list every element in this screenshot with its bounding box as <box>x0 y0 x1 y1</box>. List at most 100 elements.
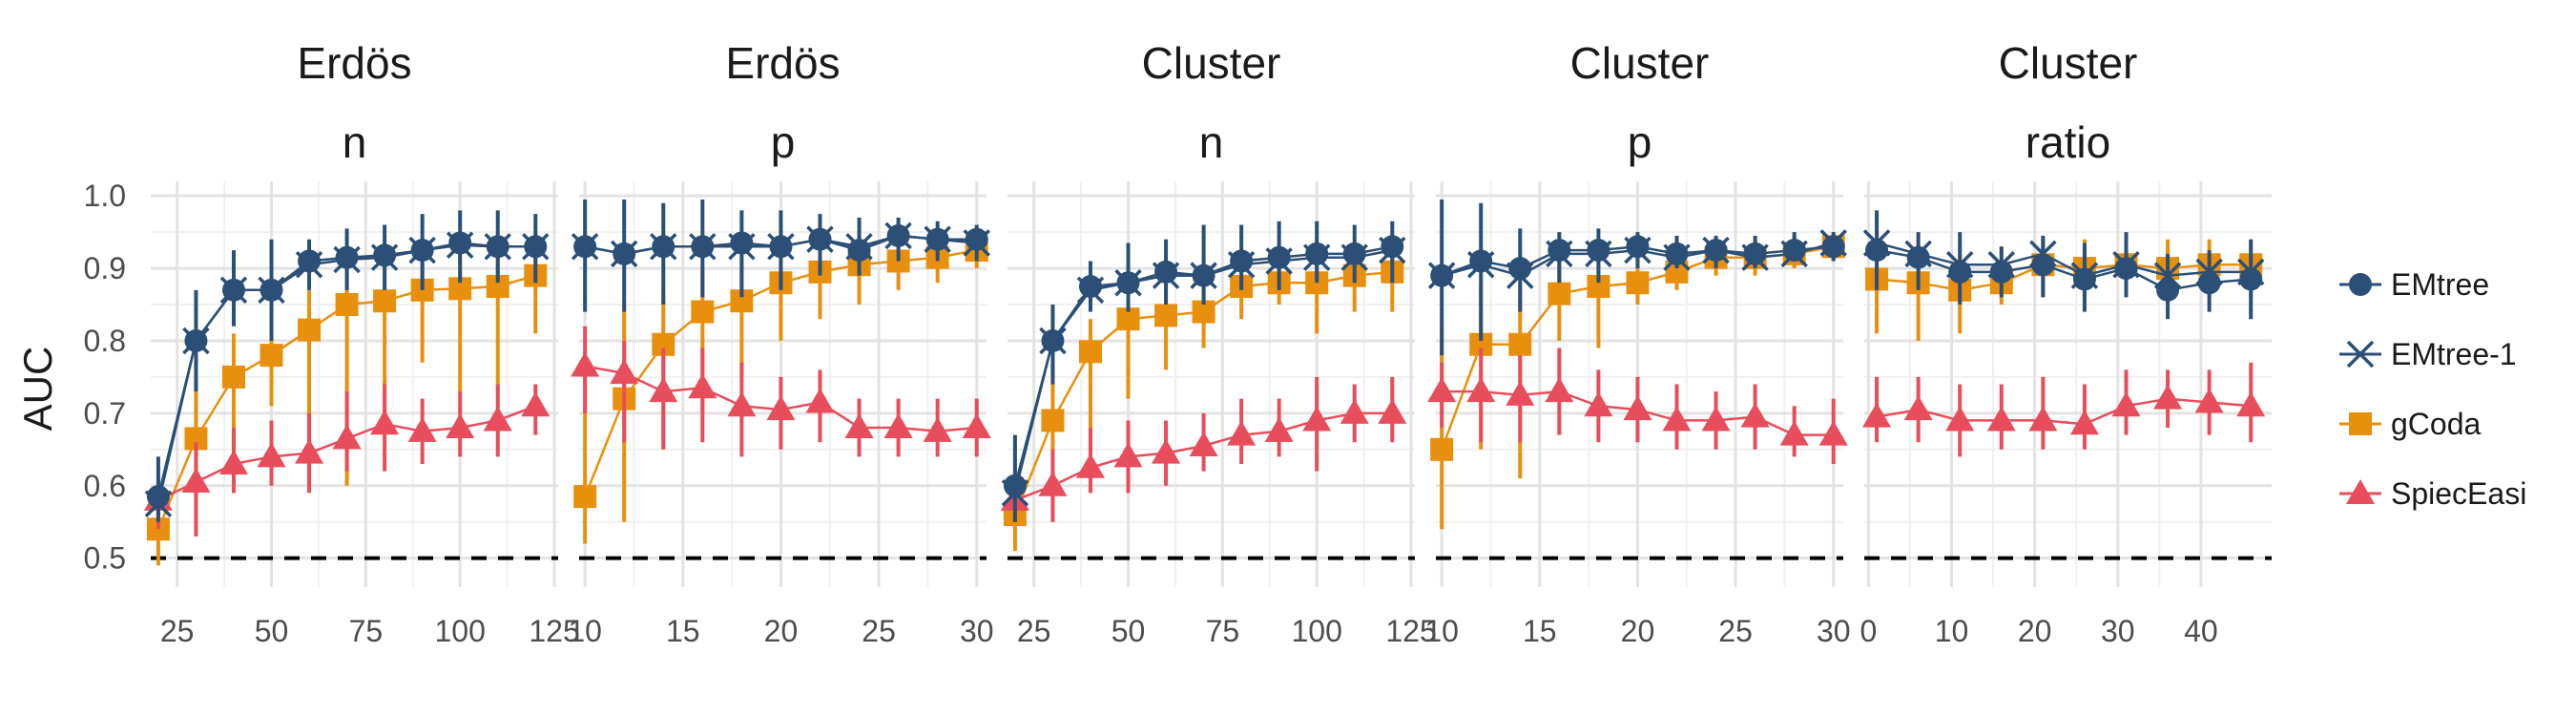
x-tick-label: 25 <box>1718 614 1753 648</box>
x-tick-label: 15 <box>1523 614 1557 648</box>
data-point <box>691 300 715 324</box>
data-point <box>1626 235 1650 259</box>
series-line <box>1876 397 2252 426</box>
y-tick-label: 0.7 <box>84 396 126 431</box>
facet-strip-label: Erdös <box>725 38 840 88</box>
data-point <box>1192 263 1215 287</box>
data-point <box>486 275 509 299</box>
legend-marker <box>2349 273 2372 296</box>
legend-marker <box>2346 479 2375 504</box>
facet-strip-label: Cluster <box>1570 38 1710 88</box>
data-point <box>1154 260 1178 284</box>
data-point <box>965 227 988 251</box>
data-point <box>2111 391 2141 417</box>
data-point <box>184 328 208 352</box>
data-point <box>410 239 434 263</box>
x-tick-label: 10 <box>568 614 602 648</box>
y-tick-label: 0.5 <box>84 541 126 576</box>
x-tick-label: 10 <box>1424 614 1459 648</box>
data-point <box>691 235 715 259</box>
data-point <box>1078 275 1102 299</box>
data-point <box>2156 278 2180 302</box>
x-tick-label: 15 <box>666 614 700 648</box>
data-point <box>260 278 283 302</box>
data-point <box>1430 437 1454 461</box>
data-point <box>146 485 170 509</box>
data-point <box>571 351 600 377</box>
x-tick-label: 30 <box>960 614 994 648</box>
data-point <box>1623 395 1652 421</box>
series-line <box>1876 242 2252 278</box>
x-tick-label: 25 <box>1017 614 1051 648</box>
data-point <box>218 449 248 474</box>
data-point <box>1743 242 1767 265</box>
data-point <box>1113 442 1143 468</box>
data-point <box>1948 260 1972 284</box>
facet-panel: 10 15 20 25 30 Erdös p <box>568 38 993 648</box>
data-point <box>2114 257 2138 281</box>
x-tick-label: 20 <box>1621 614 1655 648</box>
data-point <box>847 239 871 263</box>
data-point <box>649 377 678 403</box>
x-tick-label: 75 <box>1206 614 1240 648</box>
facet-panel: 25 50 75 100 125 Erdös n <box>143 38 580 648</box>
facet-strip-sublabel: ratio <box>2025 117 2110 167</box>
data-point <box>923 416 952 442</box>
data-point <box>613 242 636 265</box>
data-point <box>373 289 397 313</box>
data-point <box>886 223 910 247</box>
x-tick-label: 40 <box>2184 614 2218 648</box>
legend-item: EMtree-1 <box>2339 337 2517 371</box>
y-axis-label: AUC <box>15 347 60 432</box>
facet-panel: 10 15 20 25 30 Cluster p <box>1424 38 1850 648</box>
x-tick-label: 30 <box>1817 614 1851 648</box>
legend-label: EMtree-1 <box>2391 337 2517 371</box>
data-point <box>1427 377 1457 403</box>
data-point <box>2069 410 2099 435</box>
data-point <box>1821 235 1845 259</box>
data-point <box>1906 245 1930 269</box>
data-point <box>1740 402 1770 428</box>
data-point <box>769 235 793 259</box>
data-point <box>1267 245 1291 269</box>
data-point <box>1189 432 1218 457</box>
data-point <box>1704 239 1728 263</box>
data-point <box>1075 453 1105 478</box>
data-point <box>407 416 437 442</box>
data-point <box>1041 409 1065 432</box>
data-point <box>1381 235 1404 259</box>
series-spieceasi <box>1427 347 1848 464</box>
series-emtree <box>1430 199 1845 356</box>
data-point <box>1378 398 1407 424</box>
data-point <box>2028 406 2058 432</box>
data-point <box>298 318 322 342</box>
data-point <box>332 424 362 450</box>
data-point <box>486 235 509 259</box>
data-point <box>573 235 597 259</box>
data-point <box>2197 271 2221 295</box>
series-spieceasi <box>571 326 991 457</box>
data-point <box>370 410 400 435</box>
data-point <box>1506 380 1535 406</box>
data-point <box>688 373 717 399</box>
x-tick-label: 125 <box>529 614 579 648</box>
data-point <box>1779 420 1809 446</box>
data-point <box>805 388 835 413</box>
data-point <box>373 243 397 267</box>
x-tick-label: 50 <box>1111 614 1146 648</box>
x-tick-label: 20 <box>2018 614 2052 648</box>
data-point <box>962 413 991 439</box>
data-point <box>1508 257 1532 281</box>
legend: EMtree EMtree-1 gCoda SpiecEasi <box>2339 267 2526 511</box>
legend-item: gCoda <box>2339 407 2482 441</box>
data-point <box>260 344 283 368</box>
data-point <box>221 365 245 389</box>
legend-label: gCoda <box>2391 407 2482 441</box>
series-line <box>1876 248 2252 292</box>
data-point <box>1989 260 2013 284</box>
y-tick-label: 0.6 <box>84 469 126 503</box>
data-point <box>448 231 472 255</box>
data-point <box>1626 271 1650 295</box>
data-point <box>1116 271 1140 295</box>
data-point <box>335 293 359 317</box>
